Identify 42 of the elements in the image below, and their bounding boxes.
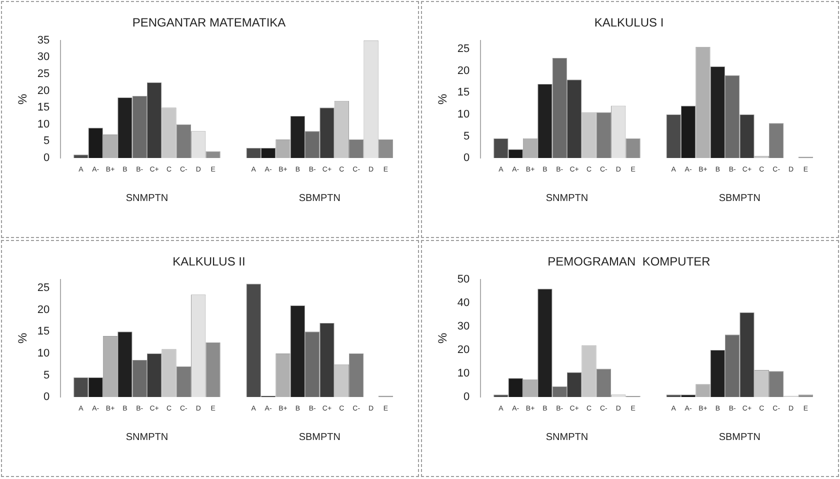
y-axis-title: % xyxy=(436,94,450,105)
y-tick-label: 40 xyxy=(457,296,470,309)
y-tick-label: 0 xyxy=(44,152,50,164)
x-tick-label: SBMPTN xyxy=(298,192,340,204)
chart-title: PEMOGRAMAN KOMPUTER xyxy=(548,254,711,269)
y-tick-label: 15 xyxy=(457,86,470,99)
y-tick-label: 20 xyxy=(37,84,50,97)
y-axis-title: % xyxy=(16,94,30,105)
x-tick-label: SNMPTN xyxy=(126,192,168,204)
y-tick-label: 50 xyxy=(457,273,470,286)
y-tick-label: 5 xyxy=(44,135,50,148)
y-tick-label: 25 xyxy=(457,43,470,56)
x-tick-label: SNMPTN xyxy=(126,432,168,443)
y-tick-label: 30 xyxy=(37,51,50,64)
y-tick-label: 10 xyxy=(37,347,50,360)
y-tick-label: 20 xyxy=(37,304,50,316)
y-tick-label: 10 xyxy=(37,118,50,130)
x-tick-label: SBMPTN xyxy=(718,192,760,204)
y-tick-label: 20 xyxy=(457,64,470,77)
y-axis-title: % xyxy=(436,332,450,344)
y-tick-label: 15 xyxy=(37,326,50,338)
y-tick-label: 0 xyxy=(464,152,470,164)
chart-title: KALKULUS I xyxy=(594,16,664,30)
y-tick-label: 10 xyxy=(457,368,470,380)
x-tick-label: SBMPTN xyxy=(298,432,340,443)
x-tick-label: SBMPTN xyxy=(718,432,760,443)
chart-title: KALKULUS II xyxy=(172,254,246,269)
y-tick-label: 5 xyxy=(464,130,470,142)
y-tick-label: 0 xyxy=(44,391,50,404)
y-axis-title: % xyxy=(16,332,30,344)
y-tick-label: 30 xyxy=(457,320,470,332)
y-tick-label: 25 xyxy=(37,282,50,294)
y-tick-label: 0 xyxy=(464,391,470,404)
y-tick-label: 20 xyxy=(457,344,470,356)
chart-title: PENGANTAR MATEMATIKA xyxy=(132,16,286,30)
y-tick-label: 25 xyxy=(37,68,50,80)
x-tick-label: SNMPTN xyxy=(546,432,588,443)
y-tick-label: 5 xyxy=(44,369,50,382)
y-tick-label: 35 xyxy=(37,34,50,46)
x-tick-label: SNMPTN xyxy=(546,192,588,204)
y-tick-label: 10 xyxy=(457,108,470,120)
y-tick-label: 15 xyxy=(37,102,50,114)
